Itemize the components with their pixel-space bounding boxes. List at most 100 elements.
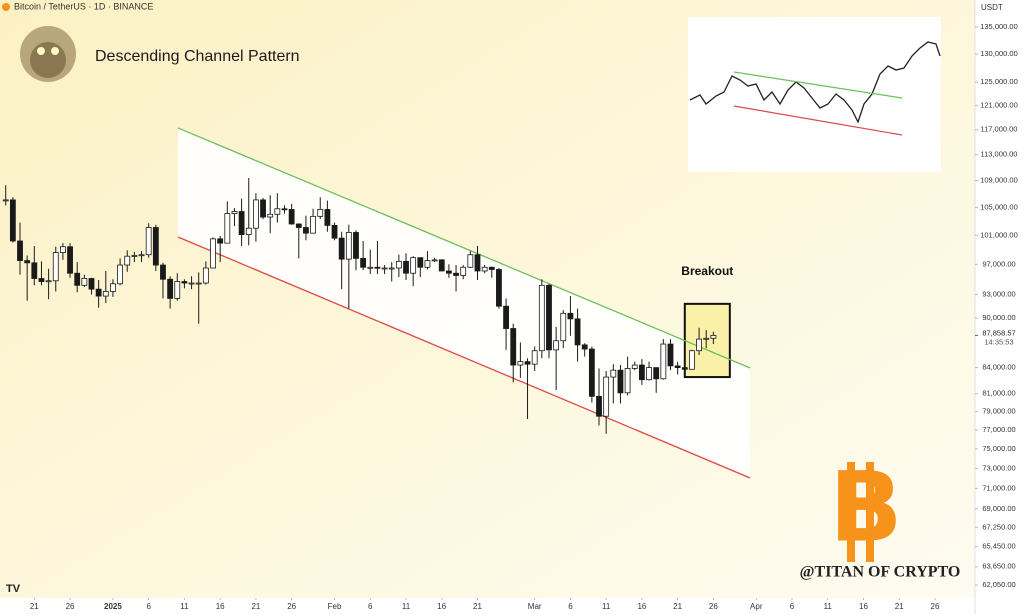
x-tick-label: 6 [790,602,795,611]
candle-body [17,240,23,262]
candle-body [560,312,567,342]
y-tick-label: 71,000.00 [982,483,1015,492]
x-tick-label: 16 [216,602,225,611]
x-tick-label: 16 [437,602,446,611]
candle-body [596,395,602,417]
candle-body [188,282,195,285]
y-tick-label: 84,000.00 [982,363,1015,372]
candle-body [696,338,702,352]
candle-body [410,257,417,274]
candle-body [138,254,145,257]
candle-body [538,284,545,352]
y-tick-label: 69,000.00 [982,504,1015,513]
y-tick-label: 130,000.00 [980,49,1018,58]
y-tick-label: 63,650.00 [982,562,1015,571]
candle-body [531,350,538,365]
candle-body [45,280,52,283]
candle-body [145,227,152,256]
x-tick-label: 11 [602,602,611,611]
y-tick-label: 113,000.00 [981,150,1018,159]
currency: USDT [981,3,1003,12]
y-tick-label: 93,000.00 [982,290,1015,299]
candle-body [617,369,624,394]
candle-body [295,223,302,228]
candle-body [24,260,31,264]
y-tick-label: 75,000.00 [982,444,1015,453]
candle-body [703,337,710,340]
symbol-icon [2,3,10,11]
y-tick-label: 73,000.00 [982,463,1015,472]
y-tick-label: 90,000.00 [982,313,1015,322]
candle-body [252,199,259,229]
candle-body [403,260,409,274]
bitcoin-logo: B [829,451,902,563]
candle-body [474,254,481,272]
inset-lower-line [733,105,903,136]
y-tick-label: 79,000.00 [982,407,1015,416]
title: Descending Channel Pattern [95,48,300,65]
x-tick-label: 11 [402,602,411,611]
x-tick-label: 21 [895,602,904,611]
candle-body [117,264,123,285]
candle-body [31,262,38,279]
candle-body [524,361,531,365]
candle-body [667,343,674,367]
candle-body [317,209,324,217]
candle-body [546,284,552,351]
y-tick-label: 105,000.00 [980,202,1018,211]
x-tick-label: 2025 [104,602,122,611]
candle-body [496,269,502,307]
candle-body [567,312,574,320]
plot-area: Breakout [2,127,751,479]
inset-price-line [689,41,941,124]
candle-body [181,281,188,284]
x-tick-label: 11 [824,602,833,611]
logo-letter: B [829,451,902,563]
candle-body [588,348,595,397]
x-tick-label: Mar [528,602,542,611]
avatar-eye [37,47,45,55]
price-axis-panel [975,0,1024,614]
candle-body [431,259,438,262]
candle-body [367,266,374,269]
candle-body [445,270,452,274]
candle-body [689,350,695,370]
candle-body [195,282,202,285]
x-tick-label: 6 [368,602,373,611]
candle-body [360,258,367,268]
candle-body [638,364,645,381]
channel-line [177,127,751,369]
candle-body [681,367,688,370]
candle-body [52,252,59,282]
candle-body [217,238,224,244]
candle-body [131,255,138,257]
candle-body [331,225,338,239]
candle-body [581,344,588,350]
candle-body [288,209,295,225]
candle-body [152,227,159,266]
candle-body [345,232,352,260]
candle-body [517,361,524,366]
candle-body [338,237,345,260]
countdown: 14:35:53 [984,337,1013,346]
candle-body [2,199,9,202]
candle-body [231,211,238,214]
logo-bar [847,462,855,562]
inset-background [688,17,941,172]
candle-body [267,213,274,218]
symbol-header: Bitcoin / TetherUS · 1D · BINANCE [14,1,153,11]
candle-body [324,209,331,226]
inset-upper-line [733,71,903,99]
candle-body [281,208,288,211]
candle-body [467,254,474,268]
candle-body [310,215,316,234]
candle-body [95,288,102,297]
x-tick-label: Feb [328,602,342,611]
candle-body [224,213,231,244]
candle-body [81,278,88,286]
candle-body [553,340,560,351]
avatar-face [30,42,66,78]
candle-body [260,199,266,218]
candle-body [102,291,109,297]
candle-body [88,278,95,290]
